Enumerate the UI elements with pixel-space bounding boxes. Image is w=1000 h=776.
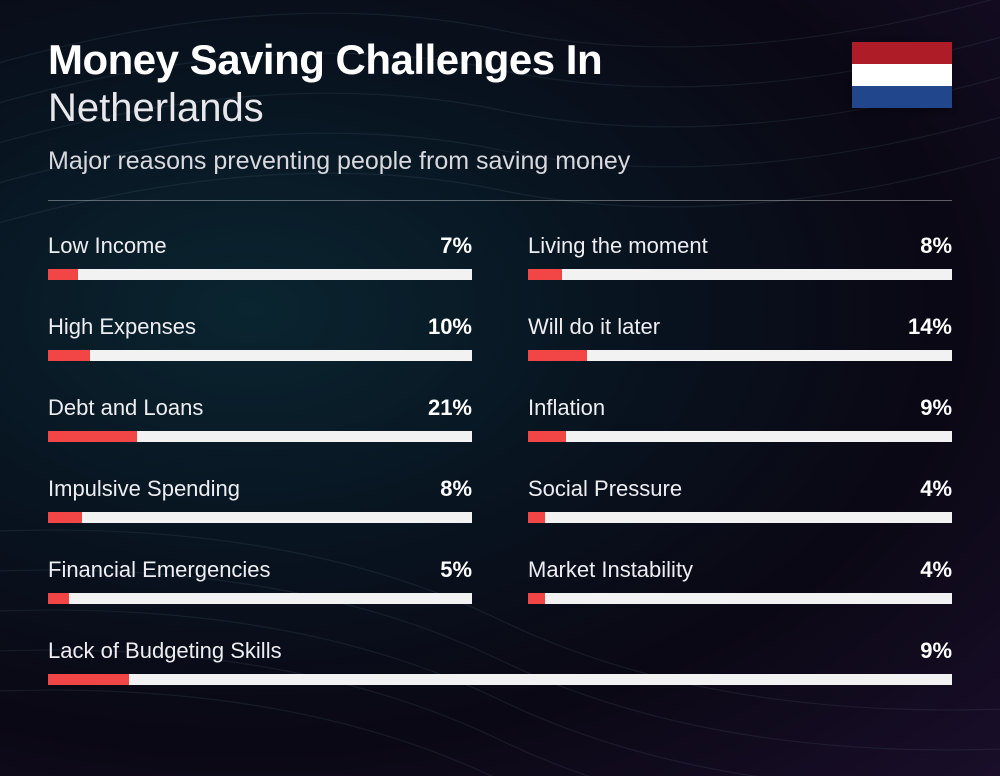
bar-row-header: Inflation 9% bbox=[528, 395, 952, 421]
flag-stripe-bottom bbox=[852, 86, 952, 108]
bar-track bbox=[528, 593, 952, 604]
bar-label: Market Instability bbox=[528, 557, 693, 583]
bar-row: High Expenses 10% bbox=[48, 314, 472, 361]
bars-grid: Low Income 7% Living the moment 8% High Expe… bbox=[48, 233, 952, 685]
bar-fill bbox=[48, 512, 82, 523]
bar-row: Impulsive Spending 8% bbox=[48, 476, 472, 523]
bar-row: Low Income 7% bbox=[48, 233, 472, 280]
bar-value: 8% bbox=[920, 233, 952, 259]
bar-fill bbox=[528, 269, 562, 280]
page-title-line2: Netherlands bbox=[48, 86, 852, 131]
bar-row: Market Instability 4% bbox=[528, 557, 952, 604]
bar-fill bbox=[528, 593, 545, 604]
header: Money Saving Challenges In Netherlands M… bbox=[48, 38, 952, 176]
bar-track bbox=[48, 512, 472, 523]
bar-row-header: Lack of Budgeting Skills 9% bbox=[48, 638, 952, 664]
bar-label: Will do it later bbox=[528, 314, 660, 340]
bar-label: Impulsive Spending bbox=[48, 476, 240, 502]
bar-fill bbox=[528, 431, 566, 442]
bar-row-header: Impulsive Spending 8% bbox=[48, 476, 472, 502]
title-block: Money Saving Challenges In Netherlands M… bbox=[48, 38, 852, 176]
bar-label: Low Income bbox=[48, 233, 167, 259]
bar-label: Financial Emergencies bbox=[48, 557, 271, 583]
bar-value: 4% bbox=[920, 476, 952, 502]
bar-value: 7% bbox=[440, 233, 472, 259]
bar-track bbox=[48, 431, 472, 442]
bar-label: Debt and Loans bbox=[48, 395, 203, 421]
bar-row-header: Market Instability 4% bbox=[528, 557, 952, 583]
bar-track bbox=[48, 593, 472, 604]
bar-row-header: High Expenses 10% bbox=[48, 314, 472, 340]
bar-label: Social Pressure bbox=[528, 476, 682, 502]
bar-fill bbox=[48, 593, 69, 604]
bar-track bbox=[528, 512, 952, 523]
bar-fill bbox=[48, 269, 78, 280]
bar-track bbox=[48, 674, 952, 685]
bar-row-header: Debt and Loans 21% bbox=[48, 395, 472, 421]
bar-row-header: Low Income 7% bbox=[48, 233, 472, 259]
page-subtitle: Major reasons preventing people from sav… bbox=[48, 147, 852, 176]
bar-track bbox=[528, 431, 952, 442]
bar-value: 9% bbox=[920, 638, 952, 664]
bar-fill bbox=[48, 350, 90, 361]
bar-fill bbox=[48, 674, 129, 685]
bar-row: Social Pressure 4% bbox=[528, 476, 952, 523]
content: Money Saving Challenges In Netherlands M… bbox=[0, 0, 1000, 715]
bar-track bbox=[528, 350, 952, 361]
bar-row: Living the moment 8% bbox=[528, 233, 952, 280]
bar-value: 4% bbox=[920, 557, 952, 583]
bar-value: 5% bbox=[440, 557, 472, 583]
bar-label: Lack of Budgeting Skills bbox=[48, 638, 282, 664]
divider bbox=[48, 200, 952, 201]
bar-fill bbox=[48, 431, 137, 442]
bar-fill bbox=[528, 350, 587, 361]
bar-label: Inflation bbox=[528, 395, 605, 421]
bar-row-header: Financial Emergencies 5% bbox=[48, 557, 472, 583]
bar-fill bbox=[528, 512, 545, 523]
bar-track bbox=[48, 350, 472, 361]
bar-label: Living the moment bbox=[528, 233, 708, 259]
bar-row: Financial Emergencies 5% bbox=[48, 557, 472, 604]
bar-row-header: Will do it later 14% bbox=[528, 314, 952, 340]
bar-value: 14% bbox=[908, 314, 952, 340]
page-title-line1: Money Saving Challenges In bbox=[48, 38, 852, 82]
bar-row: Inflation 9% bbox=[528, 395, 952, 442]
bar-row: Will do it later 14% bbox=[528, 314, 952, 361]
netherlands-flag-icon bbox=[852, 42, 952, 108]
bar-value: 10% bbox=[428, 314, 472, 340]
bar-track bbox=[528, 269, 952, 280]
bar-value: 8% bbox=[440, 476, 472, 502]
bar-row-header: Social Pressure 4% bbox=[528, 476, 952, 502]
flag-stripe-top bbox=[852, 42, 952, 64]
bar-track bbox=[48, 269, 472, 280]
bar-label: High Expenses bbox=[48, 314, 196, 340]
bar-value: 21% bbox=[428, 395, 472, 421]
flag-stripe-middle bbox=[852, 64, 952, 86]
bar-row: Lack of Budgeting Skills 9% bbox=[48, 638, 952, 685]
bar-value: 9% bbox=[920, 395, 952, 421]
bar-row: Debt and Loans 21% bbox=[48, 395, 472, 442]
bar-row-header: Living the moment 8% bbox=[528, 233, 952, 259]
